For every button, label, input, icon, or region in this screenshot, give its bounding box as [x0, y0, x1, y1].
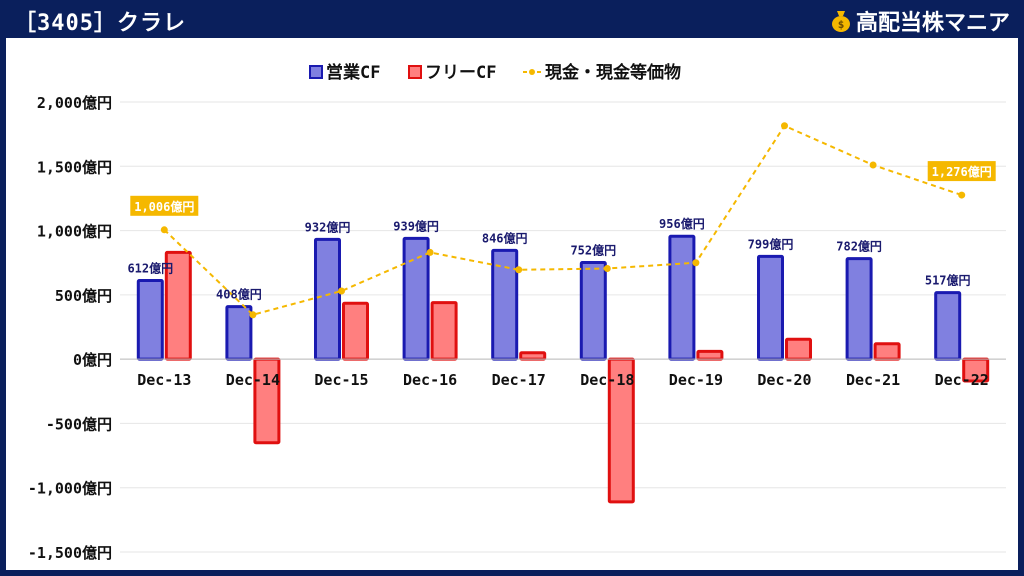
- y-tick-label: -1,000億円: [28, 480, 112, 498]
- cash-point: [603, 265, 611, 272]
- cash-line-series: [160, 122, 966, 319]
- legend-swatch: [408, 65, 422, 79]
- operating-cf-bar: [136, 278, 164, 361]
- cash-point: [426, 248, 434, 256]
- free-cf-bar: [430, 301, 458, 361]
- chart-panel: 2,000億円 1,500億円 1,000億円 500億円 0億円 -500億円 -1,00…: [6, 38, 1018, 570]
- y-tick-label: 2,000億円: [37, 94, 112, 112]
- bar-value-label: 939億円: [393, 218, 439, 233]
- free-cf-bar: [342, 301, 369, 361]
- cash-point: [692, 259, 700, 267]
- cash-line: [163, 124, 963, 316]
- brand-name: 高配当株マニア: [855, 11, 1010, 36]
- free-cf-bar: [696, 349, 724, 361]
- svg-text:$: $: [838, 18, 845, 31]
- cash-point: [160, 226, 168, 234]
- operating-cf-bar: [225, 305, 253, 361]
- x-tick-label: Dec-17: [492, 371, 546, 389]
- y-tick-label: -500億円: [46, 415, 112, 433]
- bar-value-label: 612億円: [127, 260, 173, 275]
- bar-series: [136, 234, 990, 504]
- legend-swatch: [309, 65, 323, 79]
- bar-value-label: 956億円: [659, 216, 705, 231]
- cash-callout-label: 1,006億円: [134, 199, 194, 214]
- operating-cf-bar: [579, 260, 607, 361]
- x-tick-label: Dec-22: [935, 371, 989, 389]
- header-bar: ［3405］クラレ $ 高配当株マニア: [0, 0, 1024, 38]
- bar-value-label: 408億円: [216, 287, 262, 302]
- legend: 営業CF フリーCF 現金・現金等価物: [309, 62, 681, 83]
- y-axis: 2,000億円 1,500億円 1,000億円 500億円 0億円 -500億円 -1,00…: [28, 94, 112, 562]
- cash-point: [338, 287, 345, 295]
- y-tick-label: 500億円: [55, 287, 112, 305]
- bar-value-label: 782億円: [836, 239, 882, 254]
- operating-cf-bar: [757, 254, 784, 361]
- grid-lines: [120, 101, 1006, 553]
- bar-value-label: 799億円: [748, 236, 794, 251]
- free-cf-bar: [519, 351, 547, 361]
- legend-label: 営業CF: [326, 62, 380, 83]
- x-tick-label: Dec-14: [226, 371, 280, 389]
- x-tick-label: Dec-15: [314, 371, 368, 389]
- cash-callout-label: 1,276億円: [932, 164, 992, 179]
- x-tick-label: Dec-20: [757, 371, 811, 389]
- operating-cf-bar: [845, 257, 873, 361]
- x-tick-label: Dec-13: [137, 371, 191, 389]
- x-tick-label: Dec-18: [580, 371, 634, 389]
- cash-point: [249, 311, 257, 319]
- y-tick-label: -1,500億円: [28, 544, 112, 562]
- x-tick-label: Dec-21: [846, 371, 900, 389]
- bar-value-label: 846億円: [482, 230, 528, 245]
- data-labels: 612億円 408億円 932億円 939億円 846億円 752億円 956億円 799億円…: [127, 161, 996, 302]
- money-bag-icon: $: [831, 11, 850, 32]
- legend-label: フリーCF: [425, 63, 496, 83]
- bar-value-label: 517億円: [925, 273, 971, 288]
- brand-logo: $ 高配当株マニア: [830, 5, 1010, 37]
- bar-value-label: 932億円: [305, 219, 351, 234]
- cash-point: [958, 191, 966, 199]
- y-tick-label: 0億円: [73, 351, 112, 369]
- cash-point: [781, 122, 788, 130]
- bar-value-label: 752億円: [570, 242, 616, 257]
- x-tick-label: Dec-16: [403, 371, 457, 389]
- operating-cf-bar: [668, 234, 696, 361]
- cash-callout-box: [927, 161, 996, 182]
- legend-label: 現金・現金等価物: [545, 62, 681, 83]
- y-tick-label: 1,500億円: [37, 158, 112, 176]
- free-cf-bar: [785, 337, 812, 361]
- cashflow-chart: 2,000億円 1,500億円 1,000億円 500億円 0億円 -500億円 -1,00…: [28, 62, 1006, 562]
- cash-point: [515, 266, 523, 274]
- operating-cf-bar: [934, 291, 962, 361]
- operating-cf-bar: [314, 237, 341, 361]
- cash-callout-box: [130, 195, 199, 216]
- free-cf-bar: [873, 342, 901, 361]
- x-tick-label: Dec-19: [669, 371, 723, 389]
- cash-point: [869, 161, 877, 169]
- operating-cf-bar: [402, 236, 430, 361]
- x-axis: Dec-13 Dec-14 Dec-15 Dec-16 Dec-17 Dec-18 Dec-…: [120, 358, 1006, 389]
- legend-marker: [529, 69, 535, 75]
- page-title: ［3405］クラレ: [14, 11, 186, 36]
- y-tick-label: 1,000億円: [37, 223, 112, 241]
